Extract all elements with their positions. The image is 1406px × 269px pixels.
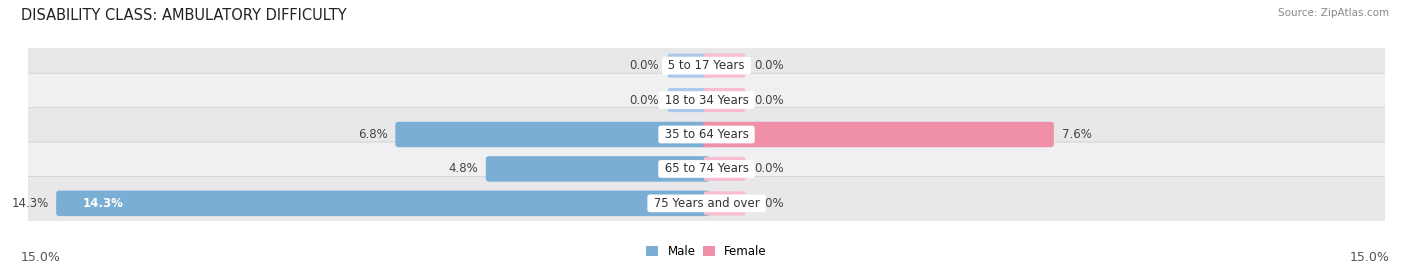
Text: 7.6%: 7.6% bbox=[1062, 128, 1091, 141]
FancyBboxPatch shape bbox=[14, 142, 1399, 196]
FancyBboxPatch shape bbox=[704, 54, 745, 78]
FancyBboxPatch shape bbox=[704, 88, 745, 112]
Text: 0.0%: 0.0% bbox=[630, 59, 659, 72]
Text: 6.8%: 6.8% bbox=[359, 128, 388, 141]
FancyBboxPatch shape bbox=[486, 156, 710, 182]
FancyBboxPatch shape bbox=[14, 176, 1399, 230]
FancyBboxPatch shape bbox=[56, 191, 710, 216]
Text: 15.0%: 15.0% bbox=[21, 251, 60, 264]
Text: 5 to 17 Years: 5 to 17 Years bbox=[665, 59, 748, 72]
FancyBboxPatch shape bbox=[704, 157, 745, 181]
Text: 0.0%: 0.0% bbox=[754, 162, 783, 175]
Text: DISABILITY CLASS: AMBULATORY DIFFICULTY: DISABILITY CLASS: AMBULATORY DIFFICULTY bbox=[21, 8, 347, 23]
Text: 14.3%: 14.3% bbox=[11, 197, 48, 210]
FancyBboxPatch shape bbox=[668, 54, 709, 78]
Text: Source: ZipAtlas.com: Source: ZipAtlas.com bbox=[1278, 8, 1389, 18]
Text: 75 Years and over: 75 Years and over bbox=[650, 197, 763, 210]
Text: 65 to 74 Years: 65 to 74 Years bbox=[661, 162, 752, 175]
FancyBboxPatch shape bbox=[14, 39, 1399, 93]
Text: 0.0%: 0.0% bbox=[754, 94, 783, 107]
Text: 0.0%: 0.0% bbox=[754, 197, 783, 210]
FancyBboxPatch shape bbox=[14, 108, 1399, 161]
FancyBboxPatch shape bbox=[395, 122, 710, 147]
Text: 35 to 64 Years: 35 to 64 Years bbox=[661, 128, 752, 141]
Text: 14.3%: 14.3% bbox=[83, 197, 124, 210]
FancyBboxPatch shape bbox=[703, 122, 1054, 147]
Text: 0.0%: 0.0% bbox=[630, 94, 659, 107]
Text: 18 to 34 Years: 18 to 34 Years bbox=[661, 94, 752, 107]
Text: 15.0%: 15.0% bbox=[1350, 251, 1389, 264]
FancyBboxPatch shape bbox=[704, 191, 745, 215]
FancyBboxPatch shape bbox=[668, 88, 709, 112]
FancyBboxPatch shape bbox=[14, 73, 1399, 127]
Text: 4.8%: 4.8% bbox=[449, 162, 478, 175]
Text: 0.0%: 0.0% bbox=[754, 59, 783, 72]
Legend: Male, Female: Male, Female bbox=[641, 240, 772, 263]
